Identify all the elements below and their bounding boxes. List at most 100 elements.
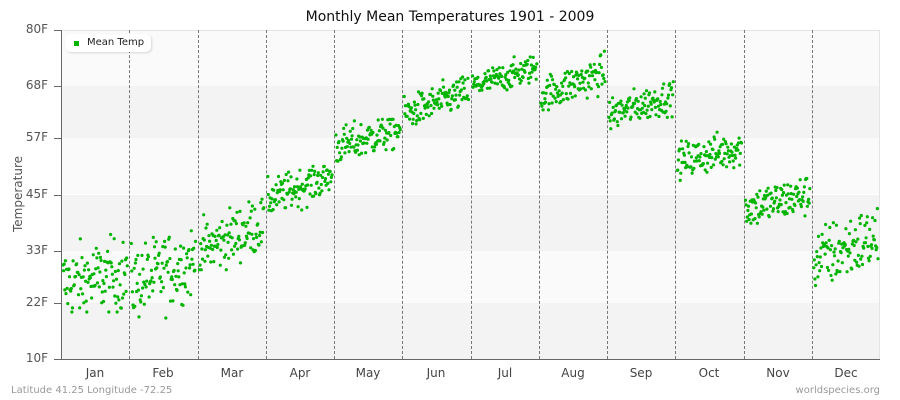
data-point: [833, 254, 837, 258]
data-point: [744, 203, 748, 207]
data-point: [818, 255, 822, 259]
data-point: [444, 90, 448, 94]
data-point: [813, 277, 817, 281]
data-point: [775, 186, 779, 190]
data-point: [782, 191, 786, 195]
data-point: [311, 164, 315, 168]
data-point: [875, 245, 879, 250]
data-point: [816, 275, 820, 279]
data-point: [757, 215, 761, 219]
data-point: [717, 149, 721, 153]
data-point: [493, 81, 497, 85]
data-point: [816, 234, 821, 238]
data-point: [738, 163, 742, 167]
data-point: [133, 261, 137, 265]
data-point: [664, 109, 668, 113]
y-tick-mark: [54, 138, 61, 139]
data-point: [656, 104, 661, 108]
data-point: [788, 205, 792, 209]
data-point: [360, 151, 364, 155]
data-point: [823, 252, 827, 256]
data-point: [312, 173, 316, 177]
data-point: [817, 261, 821, 265]
data-point: [307, 168, 311, 172]
data-point: [337, 140, 341, 144]
data-point: [415, 114, 419, 118]
data-point: [147, 295, 151, 299]
data-point: [81, 292, 85, 296]
data-point: [152, 245, 157, 249]
data-point: [449, 107, 453, 111]
data-point: [153, 256, 157, 260]
data-point: [702, 145, 706, 149]
data-point: [465, 94, 469, 98]
data-point: [760, 212, 764, 216]
source-caption[interactable]: worldspecies.org: [795, 385, 880, 396]
data-point: [170, 275, 174, 279]
y-tick-mark: [54, 195, 61, 196]
data-point: [113, 269, 117, 274]
y-tick-label: 45F: [25, 187, 48, 201]
data-point: [184, 266, 188, 270]
data-point: [338, 151, 342, 155]
data-point: [758, 189, 762, 193]
data-point: [483, 72, 487, 76]
data-point: [374, 142, 379, 146]
data-point: [545, 78, 549, 82]
data-point: [185, 256, 189, 260]
data-point: [287, 190, 291, 194]
data-point: [716, 155, 720, 159]
data-point: [403, 104, 407, 108]
data-point: [641, 101, 645, 105]
data-point: [189, 229, 193, 233]
data-point: [665, 102, 669, 106]
data-point: [80, 256, 84, 260]
data-point: [178, 283, 182, 287]
data-point: [69, 286, 73, 291]
data-point: [202, 238, 206, 242]
data-point: [421, 116, 425, 120]
data-point: [143, 241, 148, 245]
data-point: [730, 150, 734, 154]
data-point: [203, 248, 207, 252]
data-point: [453, 88, 457, 92]
data-point: [610, 111, 614, 115]
y-tick-label: 10F: [25, 351, 48, 365]
data-point: [202, 213, 206, 217]
data-point: [511, 63, 515, 67]
plot-area: [61, 30, 880, 359]
data-point: [549, 74, 554, 78]
data-point: [176, 262, 180, 266]
data-point: [119, 306, 123, 310]
data-point: [870, 246, 874, 250]
legend[interactable]: Mean Temp: [65, 34, 151, 52]
data-point: [266, 192, 270, 197]
data-point: [722, 157, 726, 161]
data-point: [658, 99, 662, 104]
data-point: [77, 273, 81, 277]
data-point: [328, 169, 332, 174]
data-point: [114, 301, 118, 305]
month-divider: [471, 30, 472, 359]
data-point: [371, 130, 375, 135]
data-point: [93, 283, 97, 287]
data-point: [274, 183, 278, 187]
data-point: [185, 252, 189, 256]
data-point: [670, 115, 674, 119]
data-point: [130, 269, 134, 273]
data-point: [554, 87, 558, 91]
data-point: [580, 69, 584, 73]
data-point: [357, 153, 361, 157]
data-point: [207, 234, 211, 238]
data-point: [660, 93, 664, 97]
data-point: [70, 306, 75, 310]
data-point: [149, 268, 154, 272]
data-point: [873, 218, 877, 223]
data-point: [246, 221, 250, 225]
data-point: [129, 241, 133, 246]
data-point: [350, 134, 354, 138]
data-point: [640, 106, 644, 110]
data-point: [728, 154, 732, 158]
data-point: [733, 153, 737, 157]
data-point: [652, 100, 656, 104]
